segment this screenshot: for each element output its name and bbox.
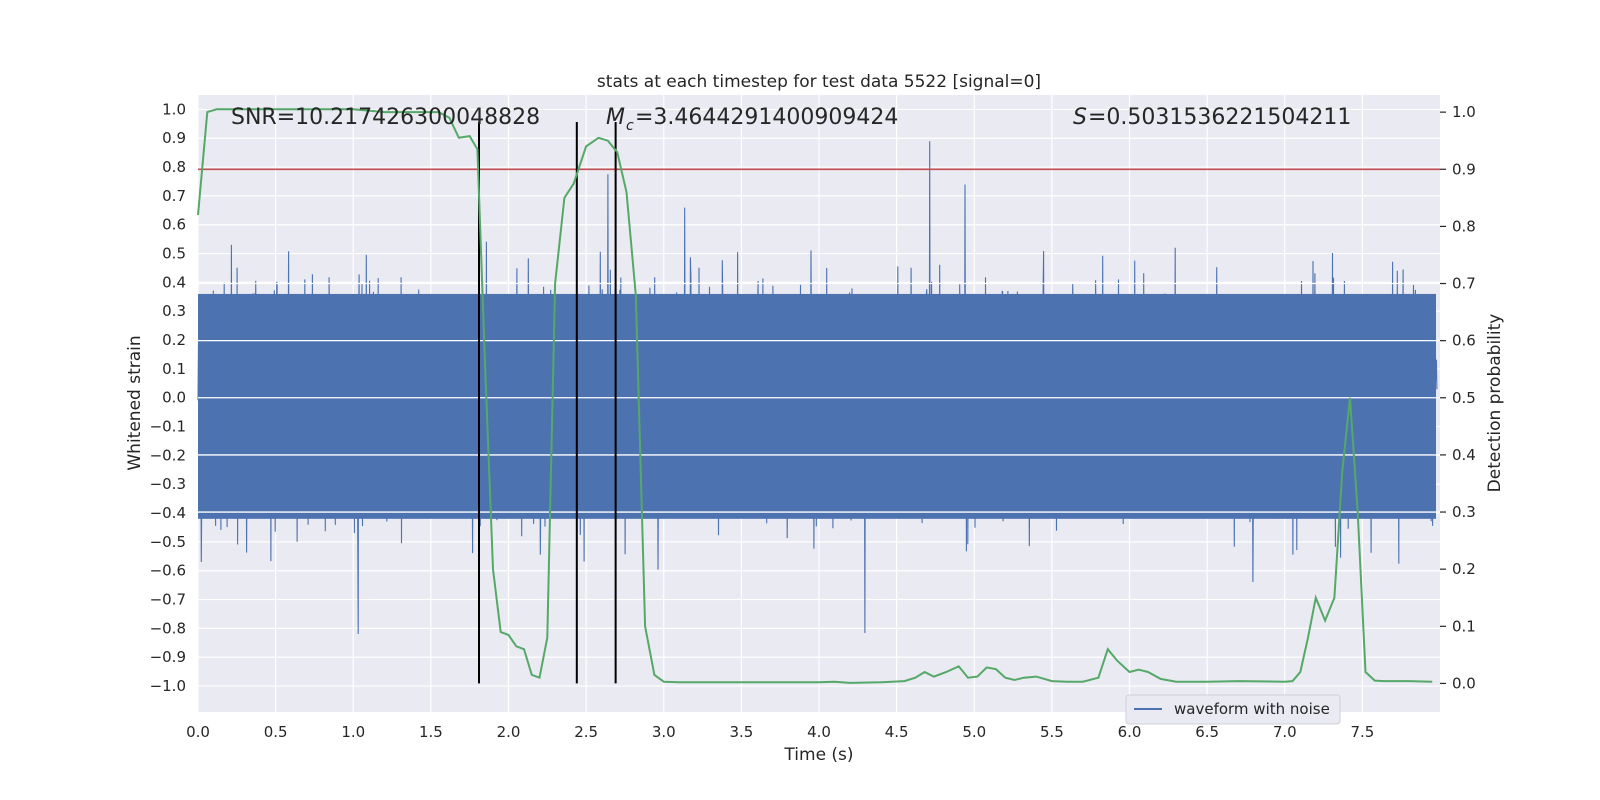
x-tick-label: 1.0 bbox=[341, 723, 365, 741]
x-tick-label: 4.0 bbox=[807, 723, 831, 741]
y-left-tick-label: 0.0 bbox=[162, 389, 186, 407]
s-annotation: S =0.5031536221504211 bbox=[1073, 105, 1351, 130]
s-symbol: S bbox=[1073, 105, 1087, 130]
y-left-tick-label: −0.8 bbox=[150, 619, 186, 637]
x-axis-label: Time (s) bbox=[783, 745, 853, 765]
y-left-tick-label: −0.7 bbox=[150, 591, 186, 609]
x-tick-label: 0.5 bbox=[264, 723, 288, 741]
y-left-tick-label: −0.3 bbox=[150, 475, 186, 493]
x-ticks: 0.0 0.5 1.0 1.5 2.0 2.5 3.0 3.5 4.0 4.5 5.0 5.5 6.0 6… bbox=[186, 723, 1374, 741]
y-left-tick-label: 0.5 bbox=[162, 245, 186, 263]
chirp-mass-annotation: M c =3.4644291400909424 bbox=[606, 105, 898, 134]
y-left-tick-label: −0.2 bbox=[150, 446, 186, 464]
y-right-tick-label: 0.9 bbox=[1452, 160, 1476, 178]
y-left-tick-label: −0.1 bbox=[150, 418, 186, 436]
y-right-tick-label: 0.3 bbox=[1452, 503, 1476, 521]
y-axis-right-label: Detection probability bbox=[1485, 314, 1505, 493]
s-value: =0.5031536221504211 bbox=[1088, 105, 1351, 130]
mc-subscript: c bbox=[626, 118, 634, 134]
waveform-core bbox=[198, 293, 1436, 519]
legend-box bbox=[1125, 694, 1341, 725]
y-left-tick-label: 0.7 bbox=[162, 187, 186, 205]
y-right-tick-label: 0.0 bbox=[1452, 674, 1476, 692]
x-tick-label: 3.5 bbox=[729, 723, 753, 741]
x-tick-label: 5.0 bbox=[962, 723, 986, 741]
mc-symbol: M bbox=[606, 105, 625, 130]
y-axis-left-label: Whitened strain bbox=[125, 335, 145, 470]
y-ticks-right: 1.0 0.9 0.8 0.7 0.6 0.5 0.4 0.3 0.2 0.1 0.0 bbox=[1440, 103, 1476, 692]
x-tick-label: 7.0 bbox=[1273, 723, 1297, 741]
y-left-tick-label: −1.0 bbox=[150, 677, 186, 695]
x-tick-label: 3.0 bbox=[652, 723, 676, 741]
x-tick-label: 4.5 bbox=[885, 723, 909, 741]
probability-series bbox=[197, 108, 1433, 684]
y-right-tick-label: 0.2 bbox=[1452, 560, 1476, 578]
y-left-tick-label: 0.8 bbox=[162, 158, 186, 176]
y-right-tick-label: 0.8 bbox=[1452, 217, 1476, 235]
mc-value: =3.4644291400909424 bbox=[635, 105, 898, 130]
y-left-tick-label: 0.6 bbox=[162, 216, 186, 234]
x-tick-label: 0.0 bbox=[186, 723, 210, 741]
chart-title: stats at each timestep for test data 552… bbox=[597, 72, 1041, 92]
x-tick-label: 6.5 bbox=[1195, 723, 1219, 741]
x-tick-label: 2.5 bbox=[574, 723, 598, 741]
y-left-tick-label: −0.4 bbox=[150, 504, 186, 522]
x-tick-label: 6.0 bbox=[1118, 723, 1142, 741]
legend-label: waveform with noise bbox=[1174, 700, 1330, 718]
x-tick-label: 1.5 bbox=[419, 723, 443, 741]
x-tick-label: 5.5 bbox=[1040, 723, 1064, 741]
x-tick-label: 2.0 bbox=[497, 723, 521, 741]
y-left-tick-label: 0.1 bbox=[162, 360, 186, 378]
y-right-tick-label: 0.5 bbox=[1452, 389, 1476, 407]
y-left-tick-label: 0.9 bbox=[162, 129, 186, 147]
y-left-tick-label: 0.3 bbox=[162, 302, 186, 320]
probability-line bbox=[197, 108, 1433, 684]
legend: waveform with noise bbox=[1125, 694, 1341, 725]
y-right-tick-label: 0.4 bbox=[1452, 446, 1476, 464]
y-right-tick-label: 0.6 bbox=[1452, 332, 1476, 350]
y-right-tick-label: 0.7 bbox=[1452, 275, 1476, 293]
snr-annotation: SNR=10.217426300048828 bbox=[231, 105, 540, 130]
y-left-tick-label: −0.9 bbox=[150, 648, 186, 666]
y-left-tick-label: 0.2 bbox=[162, 331, 186, 349]
y-right-tick-label: 0.1 bbox=[1452, 617, 1476, 635]
y-left-tick-label: 0.4 bbox=[162, 273, 186, 291]
y-ticks-left: 1.0 0.9 0.8 0.7 0.6 0.5 0.4 0.3 0.2 0.1 0.0 −0.1 −0.… bbox=[150, 100, 186, 695]
waveform-series bbox=[197, 141, 1438, 635]
y-left-tick-label: −0.6 bbox=[150, 562, 186, 580]
x-tick-label: 7.5 bbox=[1350, 723, 1374, 741]
y-left-tick-label: 1.0 bbox=[162, 100, 186, 118]
y-right-tick-label: 1.0 bbox=[1452, 103, 1476, 121]
overlay-grid-lines bbox=[198, 282, 1440, 513]
y-left-tick-label: −0.5 bbox=[150, 533, 186, 551]
